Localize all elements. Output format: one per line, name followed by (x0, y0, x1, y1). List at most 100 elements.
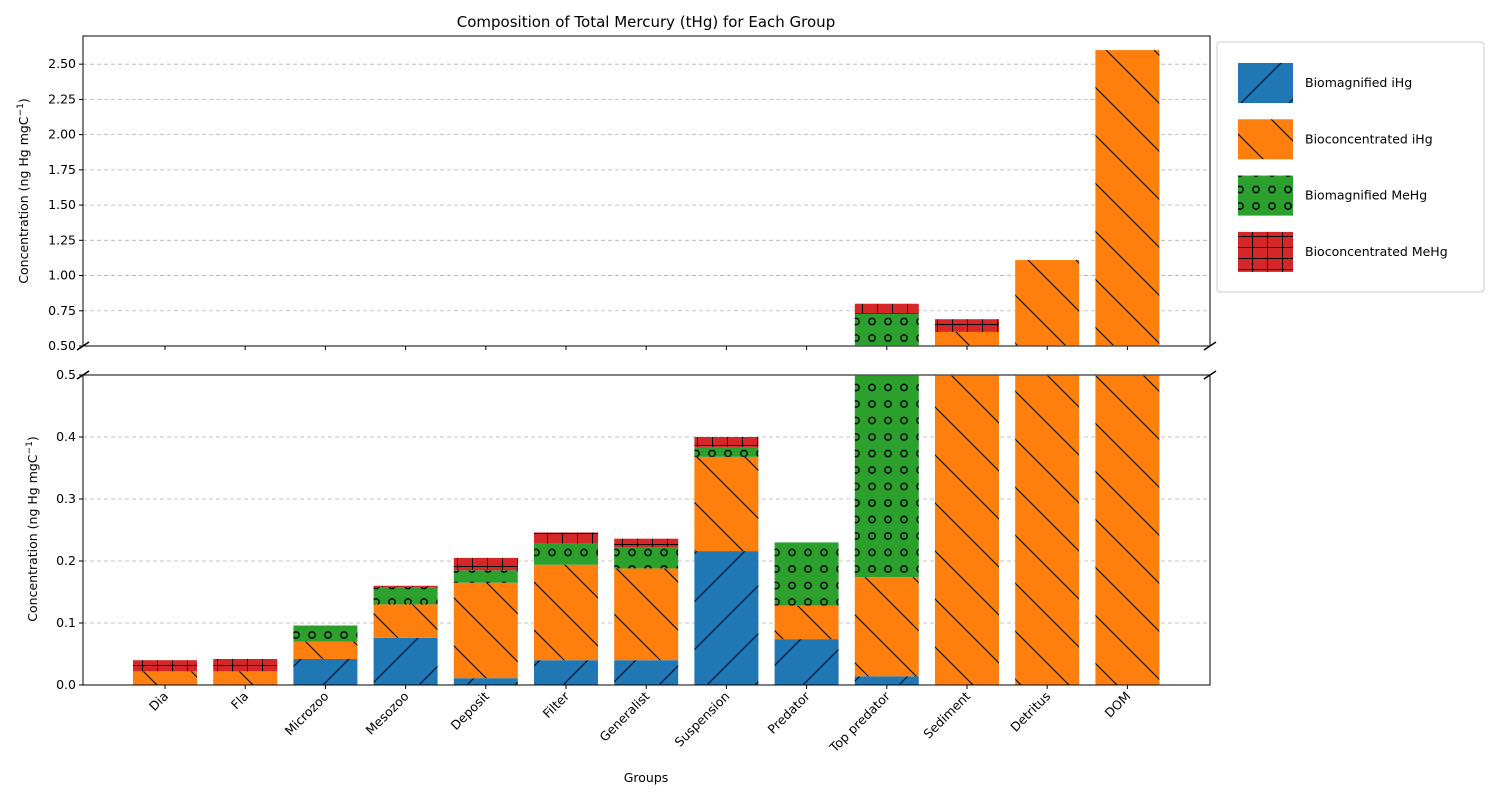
bar-upper-dom-bioconcentrated-ihg (1095, 50, 1160, 346)
bar-top-predator-biomagnified-ihg (854, 676, 919, 685)
upper-y-tick-label: 1.75 (48, 162, 76, 177)
bar-top-predator-bioconcentrated-ihg (854, 577, 919, 677)
bar-upper-detritus-bioconcentrated-ihg (1015, 260, 1080, 346)
x-tick-label-predator: Predator (765, 688, 814, 737)
legend-swatch (1238, 231, 1293, 272)
bar-suspension-biomagnified-ihg (694, 551, 759, 685)
bar-generalist-bioconcentrated-ihg (614, 568, 679, 661)
lower-y-label-sup: −1 (25, 441, 35, 454)
upper-y-label-sup: −1 (16, 103, 26, 116)
x-tick-label-top-predator: Top predator (826, 688, 894, 756)
x-tick-label-detritus: Detritus (1007, 689, 1053, 735)
bar-deposit-bioconcentrated-mehg (453, 557, 518, 571)
upper-y-tick-label: 1.50 (48, 197, 76, 212)
legend-entry-biomagnified-mehg: Biomagnified MeHg (1238, 175, 1427, 216)
bar-upper-top-predator-bioconcentrated-mehg (854, 303, 919, 314)
bar-filter-biomagnified-ihg (534, 660, 598, 685)
bar-predator-biomagnified-ihg (774, 639, 839, 685)
bar-dia-bioconcentrated-mehg (133, 660, 197, 672)
x-tick-label-fla: Fla (228, 689, 252, 713)
upper-y-tick-label: 2.00 (48, 127, 76, 142)
bar-detritus-bioconcentrated-ihg (1015, 375, 1080, 685)
lower-y-axis: 0.0 0.1 0.2 0.3 0.4 0.5 (56, 367, 83, 692)
upper-y-tick-label: 2.25 (48, 91, 76, 106)
legend-label: Biomagnified iHg (1305, 75, 1412, 90)
upper-y-tick-label: 1.25 (48, 232, 76, 247)
bar-deposit-biomagnified-mehg (453, 570, 518, 583)
x-tick-label-filter: Filter (540, 688, 573, 721)
lower-y-label-tail: ) (25, 436, 40, 441)
upper-y-axis: 0.50 0.75 1.00 1.25 1.50 1.75 2.00 2.25 2.50 (48, 56, 83, 353)
x-tick-label-generalist: Generalist (596, 688, 652, 744)
lower-y-tick-label: 0.5 (56, 367, 76, 382)
legend-entry-bioconcentrated-mehg: Bioconcentrated MeHg (1238, 231, 1448, 272)
bar-top-predator-biomagnified-mehg (854, 375, 919, 578)
bar-microzoo-biomagnified-ihg (293, 658, 358, 685)
legend: Biomagnified iHg Bioconcentrated iHg Bioma… (1216, 41, 1485, 293)
lower-y-tick-label: 0.1 (56, 615, 76, 630)
upper-y-label-tail: ) (16, 98, 31, 103)
legend-entry-biomagnified-ihg: Biomagnified iHg (1238, 63, 1412, 103)
bar-filter-biomagnified-mehg (534, 543, 598, 565)
bar-predator-bioconcentrated-ihg (774, 605, 839, 640)
legend-entries: Biomagnified iHg Bioconcentrated iHg Bioma… (1238, 63, 1448, 272)
lower-y-axis-label: Concentration (ng Hg mgC−1) (25, 436, 40, 621)
break-mark-lower-right (1203, 370, 1217, 380)
legend-entry-bioconcentrated-ihg: Bioconcentrated iHg (1238, 119, 1433, 160)
bar-microzoo-bioconcentrated-ihg (293, 641, 358, 659)
bar-upper-top-predator-biomagnified-mehg (854, 313, 919, 346)
bar-filter-bioconcentrated-ihg (534, 564, 598, 661)
legend-swatch (1238, 119, 1293, 160)
x-tick-label-dia: Dia (146, 689, 171, 714)
bar-suspension-biomagnified-mehg (694, 446, 759, 457)
lower-bars (133, 375, 1160, 685)
bar-generalist-biomagnified-mehg (614, 547, 679, 569)
bar-upper-sediment-bioconcentrated-ihg (935, 331, 999, 346)
upper-y-tick-label: 0.75 (48, 303, 76, 318)
x-tick-label-mesozoo: Mesozoo (363, 689, 412, 738)
bar-filter-bioconcentrated-mehg (534, 532, 598, 544)
lower-y-tick-label: 0.3 (56, 491, 76, 506)
lower-y-tick-label: 0.4 (56, 429, 76, 444)
upper-y-tick-label: 1.00 (48, 268, 76, 283)
bar-suspension-bioconcentrated-mehg (694, 437, 759, 447)
bar-upper-sediment-bioconcentrated-mehg (935, 319, 999, 332)
break-mark-upper-right (1203, 341, 1217, 351)
legend-label: Biomagnified MeHg (1305, 188, 1427, 203)
x-tick-label-dom: DOM (1102, 689, 1134, 721)
x-tick-label-suspension: Suspension (671, 689, 732, 750)
legend-label: Bioconcentrated MeHg (1305, 244, 1448, 259)
bar-mesozoo-bioconcentrated-ihg (373, 604, 438, 638)
bar-deposit-biomagnified-ihg (453, 678, 518, 685)
bar-predator-biomagnified-mehg (774, 542, 839, 606)
bar-fla-bioconcentrated-mehg (213, 658, 278, 672)
lower-y-tick-label: 0.0 (56, 677, 76, 692)
x-axis-label: Groups (624, 770, 669, 785)
x-tick-label-deposit: Deposit (448, 688, 492, 732)
bar-suspension-bioconcentrated-ihg (694, 456, 759, 552)
x-tick-label-sediment: Sediment (920, 688, 973, 741)
bar-sediment-bioconcentrated-ihg (935, 375, 999, 685)
bar-microzoo-biomagnified-mehg (293, 625, 358, 642)
bar-dom-bioconcentrated-ihg (1095, 375, 1160, 685)
chart-title: Composition of Total Mercury (tHg) for E… (457, 13, 835, 31)
bar-dia-bioconcentrated-ihg (133, 671, 197, 685)
bar-mesozoo-biomagnified-ihg (373, 637, 438, 685)
bar-fla-bioconcentrated-ihg (213, 671, 278, 685)
x-tick-label-microzoo: Microzoo (282, 689, 332, 739)
legend-swatch (1238, 63, 1293, 103)
legend-frame (1216, 41, 1485, 293)
legend-swatch (1238, 175, 1293, 216)
upper-y-tick-label: 0.50 (48, 338, 76, 353)
upper-y-axis-label: Concentration (ng Hg mgC−1) (16, 98, 31, 283)
bar-generalist-biomagnified-ihg (614, 660, 679, 685)
upper-y-label-main: Concentration (ng Hg mgC (16, 116, 31, 284)
bar-mesozoo-bioconcentrated-mehg (373, 585, 438, 588)
bar-mesozoo-biomagnified-mehg (373, 587, 438, 605)
legend-label: Bioconcentrated iHg (1305, 131, 1433, 146)
lower-y-label-main: Concentration (ng Hg mgC (25, 454, 40, 622)
upper-y-tick-label: 2.50 (48, 56, 76, 71)
bar-generalist-bioconcentrated-mehg (614, 538, 679, 548)
upper-bars (854, 50, 1160, 346)
bar-deposit-bioconcentrated-ihg (453, 582, 518, 679)
